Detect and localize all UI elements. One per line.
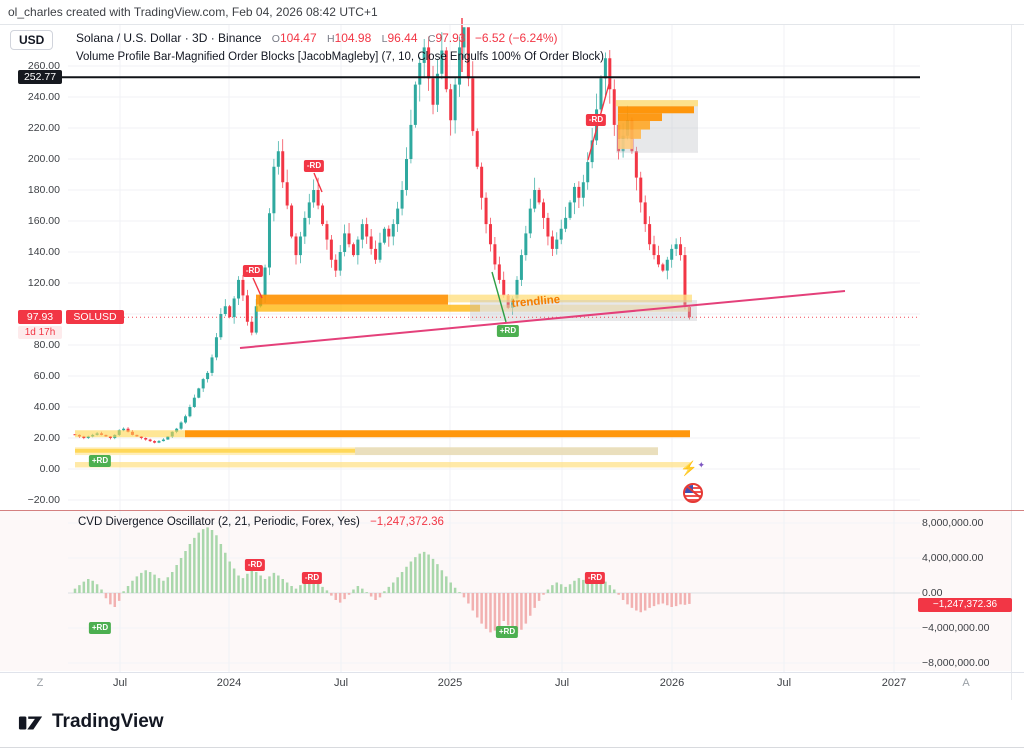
tradingview-wordmark[interactable]: TradingView <box>52 711 164 732</box>
oscillator-axis-label: 4,000,000.00 <box>922 552 984 564</box>
right-edge-border <box>1011 25 1012 700</box>
footer: TradingView <box>0 700 1024 748</box>
attribution-text: ol_charles created with TradingView.com,… <box>8 5 378 19</box>
currency-button[interactable]: USD <box>10 30 54 50</box>
oscillator-axis-label: 0.00 <box>922 587 943 599</box>
oscillator-axis-label: −4,000,000.00 <box>922 622 990 634</box>
divergence-marker-tag[interactable]: +RD <box>88 622 112 634</box>
time-axis-label: 2026 <box>659 677 685 689</box>
price-axis-label: −20.00 <box>27 494 60 506</box>
indicator-legend[interactable]: Volume Profile Bar-Magnified Order Block… <box>76 51 604 63</box>
oscillator-value-tag[interactable]: −1,247,372.36 <box>918 598 1012 612</box>
divergence-marker-tag[interactable]: -RD <box>584 572 606 584</box>
oscillator-value: −1,247,372.36 <box>370 516 444 528</box>
level-price-tag[interactable]: 252.77 <box>18 70 62 84</box>
ohlc-close-value: 97.93 <box>435 31 466 45</box>
divergence-marker-tag[interactable]: +RD <box>495 626 519 638</box>
time-axis-label: 2027 <box>881 677 907 689</box>
price-axis-label: 120.00 <box>27 277 60 289</box>
price-axis-label: 200.00 <box>27 153 60 165</box>
divergence-marker-tag[interactable]: -RD <box>303 160 325 172</box>
time-axis-label: Z <box>36 677 44 689</box>
price-axis-label: 260.00 <box>27 60 60 72</box>
flag-slash <box>685 485 701 501</box>
ohlc-open-label: O <box>271 33 280 45</box>
divergence-marker-tag[interactable]: -RD <box>244 559 266 571</box>
price-axis-label: 140.00 <box>27 246 60 258</box>
current-price-tag[interactable]: 97.93 <box>18 310 62 324</box>
time-axis-label: A <box>962 677 970 689</box>
trendline-label: trendline <box>511 294 560 310</box>
time-axis-label: 2024 <box>216 677 242 689</box>
chart-top-border <box>0 24 1024 25</box>
symbol-legend[interactable]: Solana / U.S. Dollar · 3D · Binance O104… <box>76 31 558 45</box>
ohlc-open-value: 104.47 <box>279 31 317 45</box>
ohlc-close-label: C <box>427 33 436 45</box>
price-axis-label: 160.00 <box>27 215 60 227</box>
price-axis-label: 180.00 <box>27 184 60 196</box>
price-axis-label: 60.00 <box>33 370 60 382</box>
ohlc-low-label: L <box>381 33 388 45</box>
oscillator-legend[interactable]: CVD Divergence Oscillator (2, 21, Period… <box>78 516 444 528</box>
divergence-marker-tag[interactable]: -RD <box>585 114 607 126</box>
flag-badge-icon[interactable] <box>683 483 703 503</box>
divergence-marker-tag[interactable]: -RD <box>242 265 264 277</box>
time-axis-border <box>0 672 1024 673</box>
price-axis-label: 0.00 <box>39 463 60 475</box>
divergence-marker-tag[interactable]: -RD <box>301 572 323 584</box>
symbol-title[interactable]: Solana / U.S. Dollar · 3D · Binance <box>76 31 262 45</box>
time-axis-label: Jul <box>333 677 349 689</box>
price-axis-label: 80.00 <box>33 339 60 351</box>
divergence-marker-tag[interactable]: +RD <box>496 325 520 337</box>
price-axis-label: 220.00 <box>27 122 60 134</box>
divergence-marker-tag[interactable]: +RD <box>88 455 112 467</box>
oscillator-axis-label: −8,000,000.00 <box>922 657 990 669</box>
oscillator-title[interactable]: CVD Divergence Oscillator (2, 21, Period… <box>78 516 360 528</box>
oscillator-axis-label: 8,000,000.00 <box>922 517 984 529</box>
price-axis-label: 20.00 <box>33 432 60 444</box>
price-axis-label: 40.00 <box>33 401 60 413</box>
bar-countdown: 1d 17h <box>18 326 62 339</box>
time-axis-label: Jul <box>776 677 792 689</box>
price-change: −6.52 (−6.24%) <box>474 31 558 45</box>
ohlc-low-value: 96.44 <box>387 31 418 45</box>
time-axis-label: 2025 <box>437 677 463 689</box>
time-axis-label: Jul <box>554 677 570 689</box>
symbol-price-tag[interactable]: SOLUSD <box>66 310 124 324</box>
price-axis-label: 240.00 <box>27 91 60 103</box>
pane-separator[interactable] <box>0 510 1024 511</box>
ohlc-high-label: H <box>326 33 335 45</box>
lightning-icon[interactable]: ⚡✦ <box>680 460 705 476</box>
tradingview-logo-icon[interactable] <box>18 710 44 741</box>
ohlc-high-value: 104.98 <box>334 31 372 45</box>
time-axis-label: Jul <box>112 677 128 689</box>
